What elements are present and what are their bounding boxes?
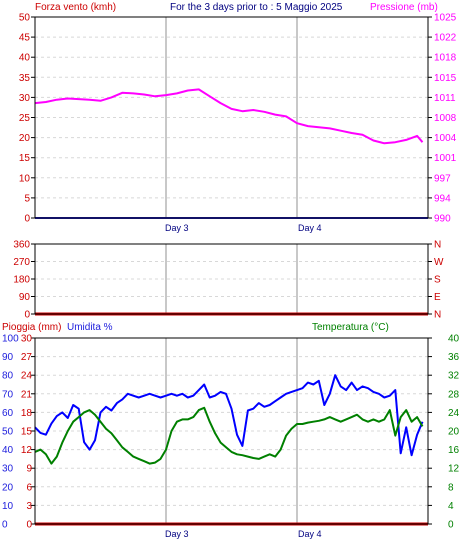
humidity-axis-tick-label: 40 (2, 445, 14, 456)
humidity-axis-tick-label: 60 (2, 408, 14, 419)
temperature-series-line (34, 406, 424, 465)
wind-axis-tick-label: 25 (19, 113, 31, 124)
pressure-axis-tick-label: 1022 (434, 33, 457, 44)
rain-axis-tick-label: 12 (21, 445, 33, 456)
pressure-axis-tick-label: 1008 (434, 113, 457, 124)
temperature-axis-title: Temperatura (°C) (312, 322, 389, 333)
rain-humidity-temperature-panel: Pioggia (mm) Umidita % Temperatura (°C) … (2, 322, 460, 539)
direction-degree-axis-tick-label: 90 (19, 292, 31, 303)
pressure-axis-tick-label: 1001 (434, 153, 457, 164)
humidity-axis-tick-label: 30 (2, 464, 14, 475)
direction-degree-axis-tick-label: 270 (13, 257, 30, 268)
temperature-axis-tick-label: 32 (448, 371, 460, 382)
pressure-axis-tick-label: 997 (434, 173, 451, 184)
pressure-axis-tick-label: 1018 (434, 53, 457, 64)
direction-compass-axis-tick-label: W (434, 257, 444, 268)
day-label-4-bottom: Day 4 (298, 529, 322, 539)
humidity-series-line (34, 374, 424, 457)
temperature-axis-tick-label: 12 (448, 464, 460, 475)
humidity-axis-tick-label: 50 (2, 427, 14, 438)
temperature-axis-tick-label: 28 (448, 389, 460, 400)
direction-compass-axis-tick-label: S (434, 275, 441, 286)
pressure-axis-tick-label: 1015 (434, 73, 457, 84)
rain-axis-tick-label: 0 (26, 520, 32, 531)
humidity-axis-tick-label: 70 (2, 389, 14, 400)
direction-degree-axis-tick-label: 180 (13, 275, 30, 286)
day-label-3-bottom: Day 3 (165, 529, 189, 539)
day-label-4: Day 4 (298, 223, 322, 233)
humidity-axis-tick-label: 20 (2, 482, 14, 493)
wind-axis-tick-label: 30 (19, 93, 31, 104)
wind-axis-tick-label: 20 (19, 133, 31, 144)
direction-degree-axis-tick-label: 360 (13, 240, 30, 251)
rain-axis-tick-label: 27 (21, 352, 33, 363)
temperature-axis-tick-label: 36 (448, 352, 460, 363)
wind-axis-tick-label: 0 (24, 214, 30, 225)
humidity-axis-tick-label: 90 (2, 352, 14, 363)
wind-axis-tick-label: 15 (19, 153, 31, 164)
wind-axis-tick-label: 40 (19, 53, 31, 64)
wind-axis-tick-label: 10 (19, 173, 31, 184)
wind-axis-tick-label: 45 (19, 33, 31, 44)
temperature-axis-tick-label: 16 (448, 445, 460, 456)
chart-period-title: For the 3 days prior to : 5 Maggio 2025 (170, 2, 343, 13)
wind-pressure-plot-frame (34, 16, 429, 219)
wind-axis-tick-label: 35 (19, 73, 31, 84)
rain-axis-tick-label: 9 (26, 464, 32, 475)
wind-axis-tick-label: 50 (19, 13, 31, 24)
pressure-axis-tick-label: 1004 (434, 133, 457, 144)
temperature-axis-tick-label: 0 (448, 520, 454, 531)
temperature-axis-tick-label: 8 (448, 482, 454, 493)
humidity-axis-tick-label: 100 (2, 334, 19, 345)
direction-degree-axis-tick-label: 0 (24, 310, 30, 321)
pressure-axis-tick-label: 994 (434, 193, 451, 204)
humidity-axis-tick-label: 80 (2, 371, 14, 382)
temperature-axis-tick-label: 4 (448, 501, 454, 512)
temperature-axis-tick-label: 24 (448, 408, 460, 419)
humidity-axis-tick-label: 10 (2, 501, 14, 512)
pressure-axis-title: Pressione (mb) (370, 2, 438, 13)
wind-direction-plot-frame (34, 243, 429, 315)
direction-compass-axis-tick-label: E (434, 292, 441, 303)
humidity-axis-title: Umidita % (67, 322, 113, 333)
rain-axis-tick-label: 21 (21, 389, 33, 400)
wind-pressure-panel: Forza vento (kmh) For the 3 days prior t… (19, 2, 457, 233)
rain-axis-tick-label: 24 (21, 371, 33, 382)
direction-compass-axis-tick-label: N (434, 310, 441, 321)
wind-axis-title: Forza vento (kmh) (35, 2, 116, 13)
rain-axis-tick-label: 15 (21, 427, 33, 438)
pressure-axis-tick-label: 990 (434, 214, 451, 225)
rain-axis-title: Pioggia (mm) (2, 322, 61, 333)
direction-compass-axis-tick-label: N (434, 240, 441, 251)
day-label-3: Day 3 (165, 223, 189, 233)
rain-axis-tick-label: 6 (26, 482, 32, 493)
rain-humidity-temperature-plot-frame (34, 337, 429, 525)
rain-axis-tick-label: 30 (21, 334, 33, 345)
rain-axis-tick-label: 18 (21, 408, 33, 419)
pressure-axis-tick-label: 1025 (434, 13, 457, 24)
temperature-axis-tick-label: 40 (448, 334, 460, 345)
pressure-series-line (34, 88, 424, 145)
temperature-axis-tick-label: 20 (448, 427, 460, 438)
pressure-axis-tick-label: 1011 (434, 93, 456, 104)
rain-axis-tick-label: 3 (26, 501, 32, 512)
humidity-axis-tick-label: 0 (2, 520, 8, 531)
wind-axis-tick-label: 5 (24, 193, 30, 204)
